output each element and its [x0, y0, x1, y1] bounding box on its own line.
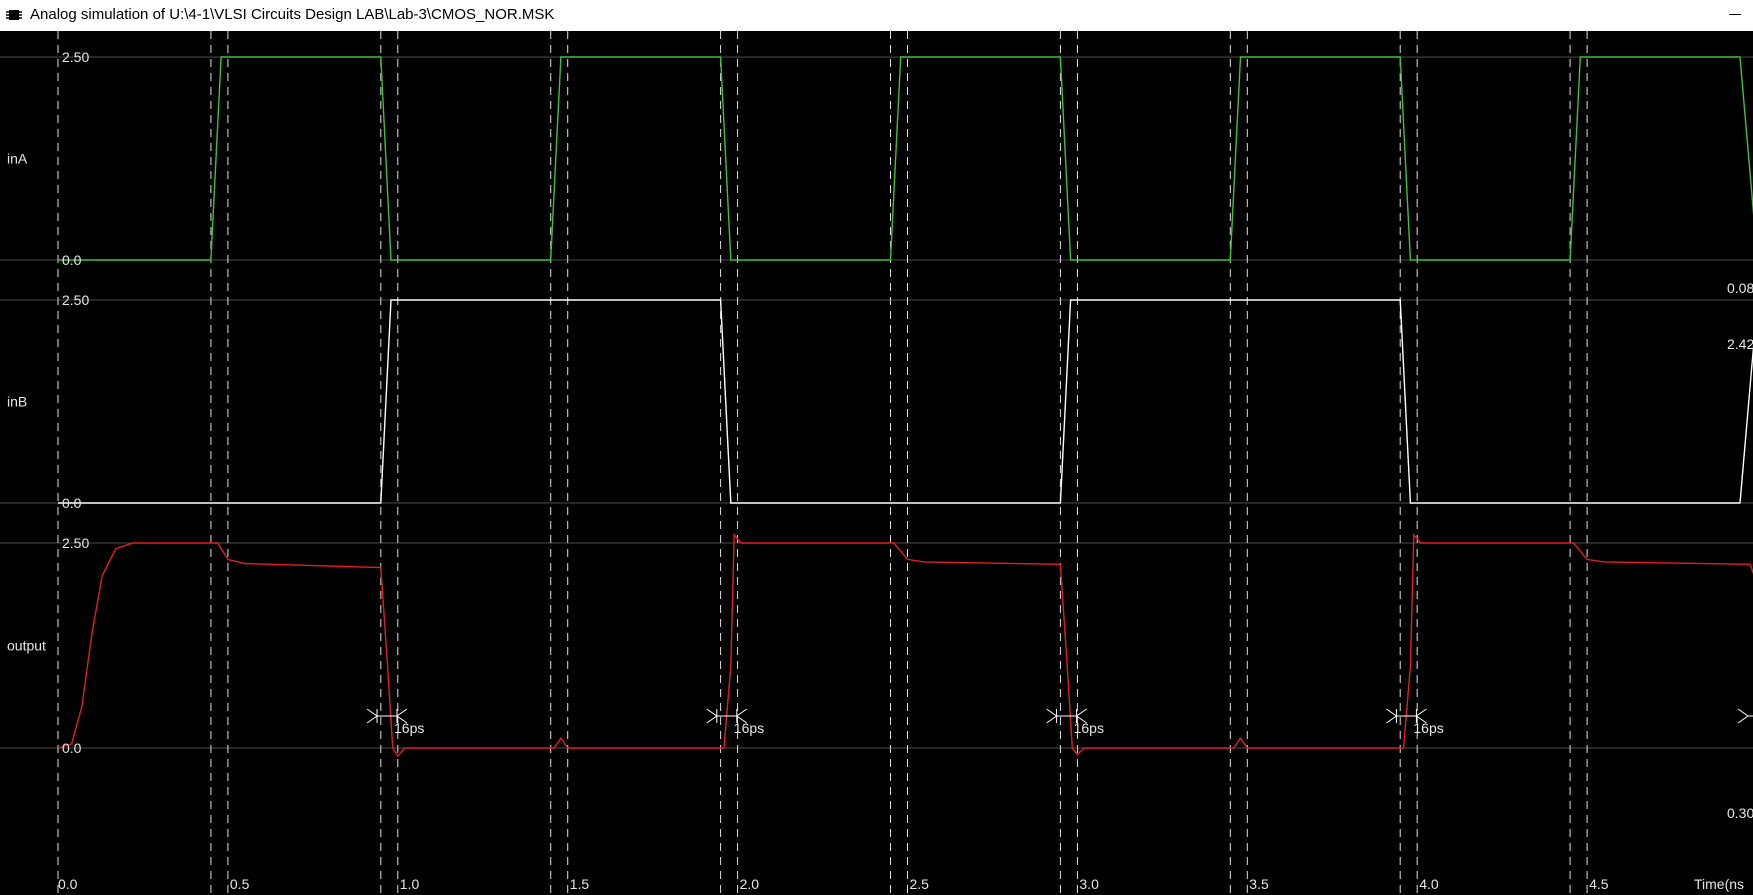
delay-measure-marker[interactable] — [1386, 708, 1427, 724]
y-top-label-inA: 2.50 — [62, 49, 89, 65]
x-axis-label: Time(ns — [1694, 876, 1744, 892]
right-readout-output: 0.30 — [1727, 805, 1753, 821]
trace-inB[interactable] — [58, 299, 1753, 504]
window-title: Analog simulation of U:\4-1\VLSI Circuit… — [30, 6, 555, 23]
trace-output[interactable] — [57, 532, 1753, 758]
delay-label: 16ps — [734, 720, 764, 736]
delay-label: 16ps — [394, 720, 424, 736]
delay-label: 16ps — [1074, 720, 1104, 736]
x-tick-label: 3.5 — [1249, 876, 1269, 892]
x-tick-label: 3.0 — [1079, 876, 1099, 892]
x-tick-label: 4.5 — [1589, 876, 1609, 892]
x-tick-label: 2.0 — [740, 876, 760, 892]
minimize-button[interactable] — [1713, 0, 1753, 31]
y-bottom-label-inB: 0.0 — [62, 495, 82, 511]
right-readout-inA: 0.08 — [1727, 280, 1753, 296]
chip-icon — [6, 10, 22, 20]
delay-measure-marker[interactable] — [706, 708, 748, 724]
y-bottom-label-inA: 0.0 — [62, 252, 82, 268]
x-tick-label: 0.5 — [230, 876, 250, 892]
trace-name-output: output — [7, 638, 46, 654]
trace-name-inA: inA — [7, 151, 28, 167]
waveform-plot[interactable]: 2.50 0.0 inA 2.50 0.0 inB 2.50 0.0 output 0.08 2.4… — [0, 31, 1753, 895]
x-tick-label: 0.0 — [58, 876, 78, 892]
y-top-label-inB: 2.50 — [62, 292, 89, 308]
x-tick-label: 1.5 — [570, 876, 590, 892]
y-bottom-label-output: 0.0 — [62, 740, 82, 756]
x-tick-label: 1.0 — [400, 876, 420, 892]
delay-label: 16ps — [1413, 720, 1443, 736]
x-tick-label: 2.5 — [910, 876, 930, 892]
delay-measure-marker[interactable] — [1046, 708, 1087, 724]
x-tick-label: 4.0 — [1419, 876, 1439, 892]
right-readout-inB: 2.42 — [1727, 336, 1753, 352]
trace-inA[interactable] — [58, 56, 1753, 261]
minimize-icon — [1729, 14, 1741, 15]
delay-measure-marker[interactable] — [366, 708, 408, 724]
y-top-label-output: 2.50 — [62, 535, 89, 551]
trace-name-inB: inB — [7, 394, 27, 410]
delay-measure-marker-partial — [1737, 708, 1753, 724]
title-bar: Analog simulation of U:\4-1\VLSI Circuit… — [0, 0, 1753, 31]
